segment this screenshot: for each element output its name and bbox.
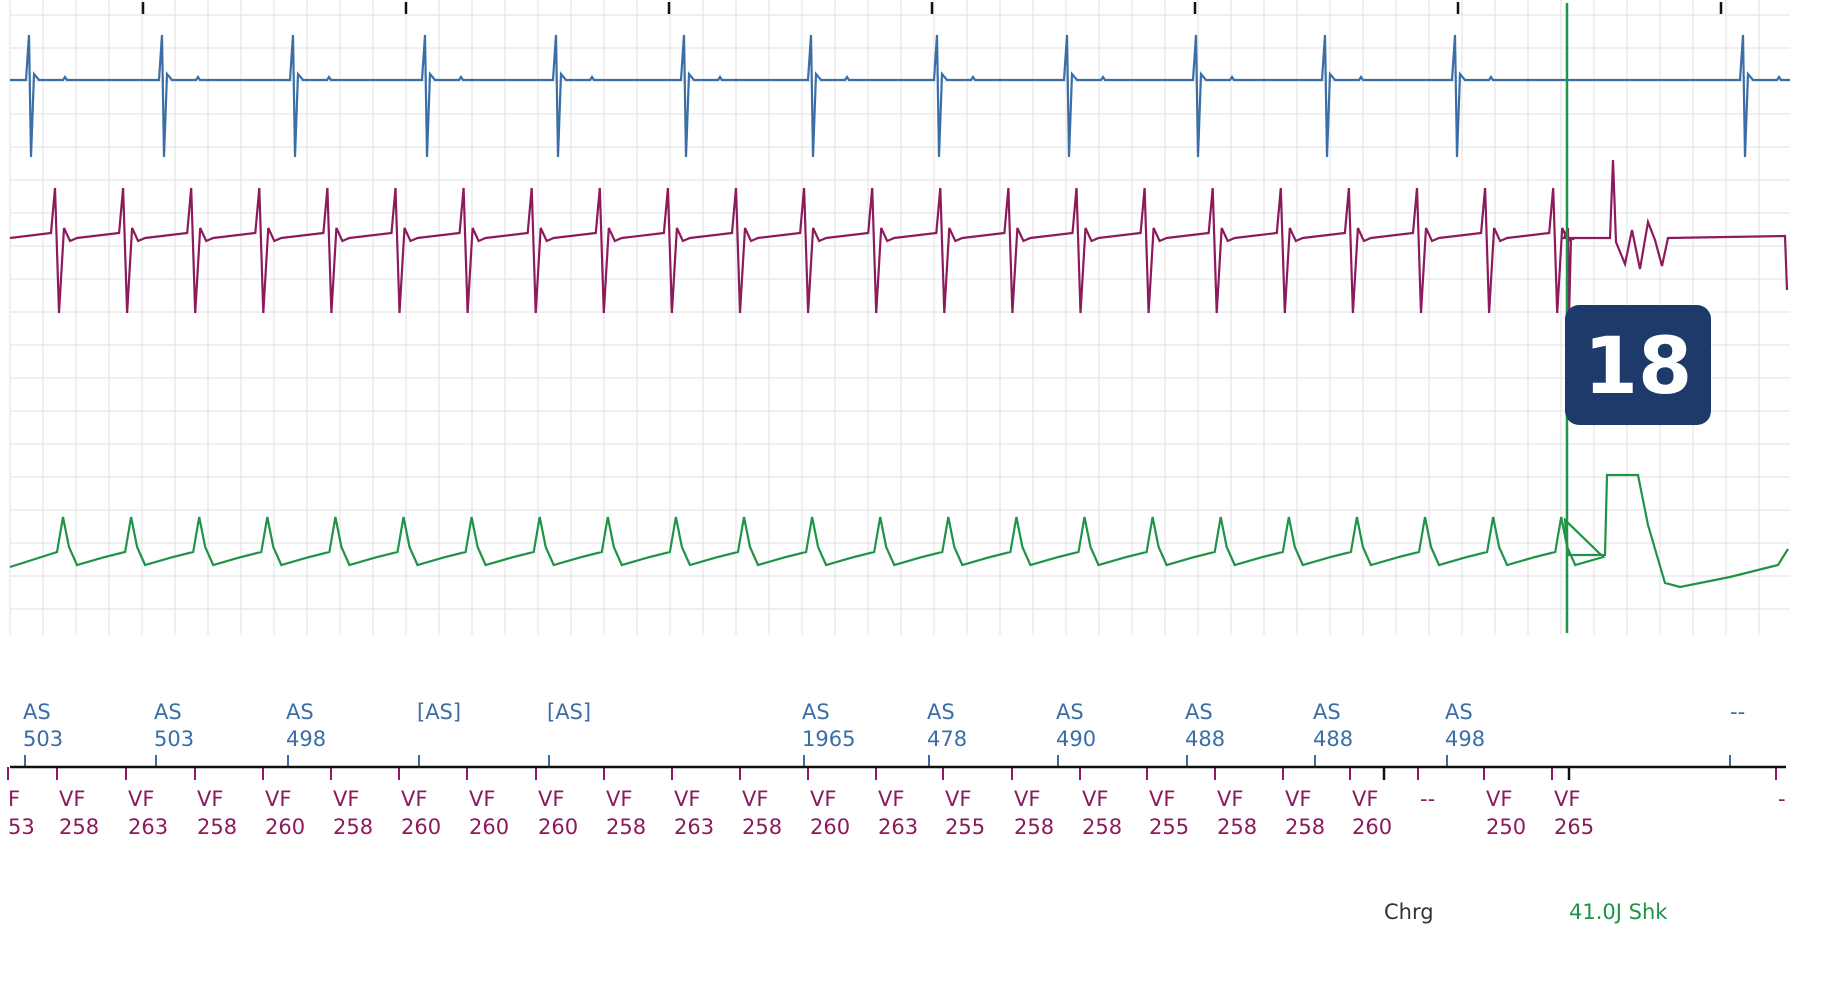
ventricular-marker-code: VF <box>1486 787 1512 811</box>
atrial-trace <box>10 34 1790 158</box>
grid <box>9 0 1790 635</box>
atrial-marker-code: AS <box>154 700 182 724</box>
ventricular-marker-interval: 263 <box>128 815 168 839</box>
ventricular-marker-interval: 258 <box>333 815 373 839</box>
ventricular-marker-code: VF <box>333 787 359 811</box>
time-ticks <box>141 2 1723 14</box>
ventricular-marker-code: -- <box>1420 787 1435 811</box>
atrial-marker-code: [AS] <box>417 700 461 724</box>
ventricular-marker-code: VF <box>197 787 223 811</box>
ventricular-trace <box>9 159 1789 319</box>
atrial-marker-interval: 503 <box>154 727 194 751</box>
ventricular-marker-interval: 255 <box>945 815 985 839</box>
ventricular-marker-interval: 260 <box>265 815 305 839</box>
ventricular-marker-code: - <box>1778 787 1786 811</box>
atrial-marker-code: -- <box>1730 700 1745 724</box>
atrial-marker-interval: 498 <box>1445 727 1485 751</box>
atrial-marker-code: AS <box>1056 700 1084 724</box>
ventricular-marker-interval: 263 <box>674 815 714 839</box>
episode-badge: 18 <box>1565 305 1711 425</box>
ventricular-marker-code: VF <box>606 787 632 811</box>
ventricular-marker-interval: 250 <box>1486 815 1526 839</box>
atrial-marker-code: AS <box>1313 700 1341 724</box>
atrial-marker-code: AS <box>927 700 955 724</box>
ventricular-marker-code: VF <box>878 787 904 811</box>
ventricular-marker-interval: 260 <box>401 815 441 839</box>
ventricular-marker-interval: 258 <box>606 815 646 839</box>
ventricular-marker-code: VF <box>945 787 971 811</box>
ventricular-marker-interval: 258 <box>1285 815 1325 839</box>
ventricular-marker-code: VF <box>674 787 700 811</box>
ventricular-marker-code: VF <box>1082 787 1108 811</box>
atrial-marker-interval: 1965 <box>802 727 855 751</box>
ventricular-marker-interval: 258 <box>1217 815 1257 839</box>
ventricular-marker-interval: 258 <box>197 815 237 839</box>
charge-event-label: Chrg <box>1384 900 1434 924</box>
atrial-marker-interval: 498 <box>286 727 326 751</box>
ventricular-marker-interval: 255 <box>1149 815 1189 839</box>
ventricular-marker-code: VF <box>810 787 836 811</box>
ventricular-marker-code: F <box>8 787 20 811</box>
ventricular-marker-interval: 260 <box>538 815 578 839</box>
ventricular-marker-code: VF <box>1217 787 1243 811</box>
atrial-marker-code: AS <box>1185 700 1213 724</box>
episode-badge-box <box>1565 305 1711 425</box>
ventricular-marker-interval: 260 <box>810 815 850 839</box>
ventricular-marker-interval: 263 <box>878 815 918 839</box>
atrial-marker-interval: 488 <box>1313 727 1353 751</box>
atrial-marker-code: AS <box>23 700 51 724</box>
atrial-marker-interval: 488 <box>1185 727 1225 751</box>
ventricular-marker-interval: 258 <box>742 815 782 839</box>
ventricular-marker-interval: 258 <box>1082 815 1122 839</box>
atrial-marker-interval: 478 <box>927 727 967 751</box>
ventricular-marker-code: VF <box>59 787 85 811</box>
ventricular-marker-interval: 258 <box>1014 815 1054 839</box>
ventricular-marker-interval: 53 <box>8 815 35 839</box>
ventricular-marker-code: VF <box>1014 787 1040 811</box>
atrial-marker-code: [AS] <box>547 700 591 724</box>
ventricular-marker-code: VF <box>1285 787 1311 811</box>
ventricular-marker-interval: 260 <box>1352 815 1392 839</box>
ventricular-marker-code: VF <box>538 787 564 811</box>
shock-event-label: 41.0J Shk <box>1569 900 1668 924</box>
shock-channel-trace <box>9 473 1789 589</box>
ventricular-marker-interval: 260 <box>469 815 509 839</box>
atrial-marker-code: AS <box>1445 700 1473 724</box>
ventricular-marker-code: VF <box>265 787 291 811</box>
ventricular-marker-interval: 265 <box>1554 815 1594 839</box>
ventricular-marker-code: VF <box>1149 787 1175 811</box>
ventricular-marker-code: VF <box>401 787 427 811</box>
episode-badge-number: 18 <box>1584 322 1693 412</box>
ventricular-markers: F 53 VF 258 VF 263 VF 258 VF 260 VF 258 VF 260 VF 260 VF… <box>7 767 1786 839</box>
atrial-marker-code: AS <box>802 700 830 724</box>
atrial-marker-interval: 490 <box>1056 727 1096 751</box>
ventricular-marker-code: VF <box>1352 787 1378 811</box>
atrial-markers: AS 503 AS 503 AS 498 [AS] [AS] AS 1965 AS 478 AS 490 A… <box>23 700 1745 767</box>
atrial-marker-code: AS <box>286 700 314 724</box>
ventricular-marker-code: VF <box>1554 787 1580 811</box>
ventricular-marker-code: VF <box>128 787 154 811</box>
atrial-marker-interval: 503 <box>23 727 63 751</box>
ventricular-marker-interval: 258 <box>59 815 99 839</box>
ventricular-marker-code: VF <box>742 787 768 811</box>
ventricular-marker-code: VF <box>469 787 495 811</box>
